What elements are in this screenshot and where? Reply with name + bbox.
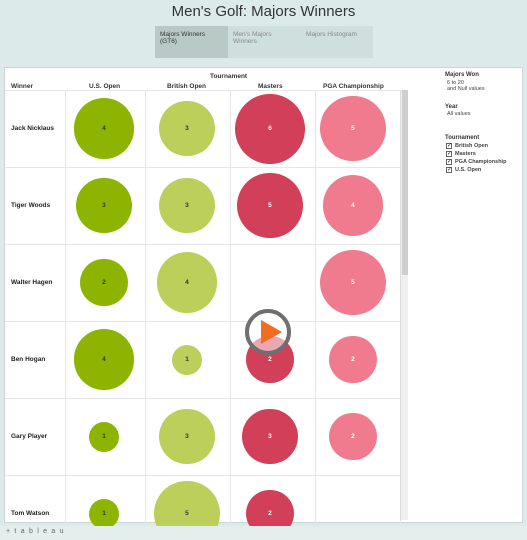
bubble-ben-hogan-british-open[interactable]: 1 (172, 344, 202, 375)
column-divider (145, 90, 146, 524)
row-divider (5, 244, 400, 245)
tableau-logo[interactable]: + t a b l e a u (6, 528, 65, 535)
row-divider (5, 398, 400, 399)
row-divider (5, 90, 400, 91)
checkbox-british-open[interactable]: ✓ (446, 143, 453, 149)
legend-majors-won-range[interactable]: 6 to 20 (447, 80, 464, 86)
vertical-scrollbar[interactable] (400, 90, 408, 520)
col-header-masters: Masters (258, 83, 283, 90)
bubble-ben-hogan-pga-championship[interactable]: 2 (329, 335, 377, 384)
row-label-ben-hogan: Ben Hogan (11, 355, 46, 363)
checkbox-pga-championship[interactable]: ✓ (446, 159, 453, 165)
bubble-gary-player-u-s-open[interactable]: 1 (89, 421, 119, 452)
tab-mens-majors-winners[interactable]: Men's Majors Winners (228, 26, 301, 58)
bubble-walter-hagen-u-s-open[interactable]: 2 (80, 258, 128, 307)
bubble-jack-nicklaus-pga-championship[interactable]: 5 (320, 95, 386, 162)
legend-majors-won-null: and Null values (447, 86, 485, 92)
page-title: Men's Golf: Majors Winners (171, 3, 356, 20)
row-label-walter-hagen: Walter Hagen (11, 278, 53, 286)
legend-item-pga-championship[interactable]: PGA Championship (455, 159, 507, 165)
bubble-jack-nicklaus-masters[interactable]: 6 (235, 93, 305, 164)
legend-year-title: Year (445, 104, 458, 110)
checkbox-u-s-open[interactable]: ✓ (446, 167, 453, 173)
bubble-walter-hagen-british-open[interactable]: 4 (156, 252, 218, 313)
play-icon (261, 320, 282, 344)
legend-year-value[interactable]: All values (447, 111, 471, 117)
checkbox-masters[interactable]: ✓ (446, 151, 453, 157)
row-divider (5, 475, 400, 476)
bubble-gary-player-pga-championship[interactable]: 2 (329, 412, 377, 461)
bubble-walter-hagen-pga-championship[interactable]: 5 (320, 249, 386, 316)
bubble-tiger-woods-masters[interactable]: 5 (237, 172, 303, 239)
legend-item-masters[interactable]: Masters (455, 151, 476, 157)
bubble-gary-player-british-open[interactable]: 3 (159, 408, 215, 465)
bubble-tom-watson-u-s-open[interactable]: 1 (89, 498, 119, 529)
bubble-ben-hogan-u-s-open[interactable]: 4 (73, 329, 135, 390)
col-header-us-open: U.S. Open (89, 83, 121, 90)
play-button[interactable] (245, 309, 291, 355)
column-divider (315, 90, 316, 524)
bubble-tiger-woods-u-s-open[interactable]: 3 (76, 177, 132, 234)
row-label-gary-player: Gary Player (11, 432, 48, 440)
bubble-jack-nicklaus-u-s-open[interactable]: 4 (73, 98, 135, 159)
footer-bar: + t a b l e a u (0, 526, 527, 540)
col-header-pga-championship: PGA Championship (323, 83, 384, 90)
column-divider (230, 90, 231, 524)
viz-frame: Tournament Winner U.S. Open British Open… (4, 67, 523, 540)
legend-item-british-open[interactable]: British Open (455, 143, 489, 149)
row-label-jack-nicklaus: Jack Nicklaus (11, 124, 55, 132)
tournament-header: Tournament (210, 73, 248, 80)
legend-item-u-s-open[interactable]: U.S. Open (455, 167, 482, 173)
col-header-british-open: British Open (167, 83, 207, 90)
legend-tournament-title: Tournament (445, 135, 480, 141)
scrollbar-thumb[interactable] (402, 90, 408, 275)
tab-majors-winners[interactable]: Majors Winners (GT6) (155, 26, 228, 58)
row-divider (5, 167, 400, 168)
bubble-jack-nicklaus-british-open[interactable]: 3 (159, 100, 215, 157)
column-divider (65, 90, 66, 524)
tab-majors-histogram[interactable]: Majors Histogram (301, 26, 373, 58)
legend-majors-won-title: Majors Won (445, 72, 479, 78)
row-label-tom-watson: Tom Watson (11, 509, 50, 517)
winner-header: Winner (11, 83, 33, 90)
row-label-tiger-woods: Tiger Woods (11, 201, 51, 209)
row-divider (5, 321, 400, 322)
bubble-tiger-woods-british-open[interactable]: 3 (159, 177, 215, 234)
bubble-gary-player-masters[interactable]: 3 (242, 408, 298, 465)
bubble-tiger-woods-pga-championship[interactable]: 4 (322, 175, 384, 236)
